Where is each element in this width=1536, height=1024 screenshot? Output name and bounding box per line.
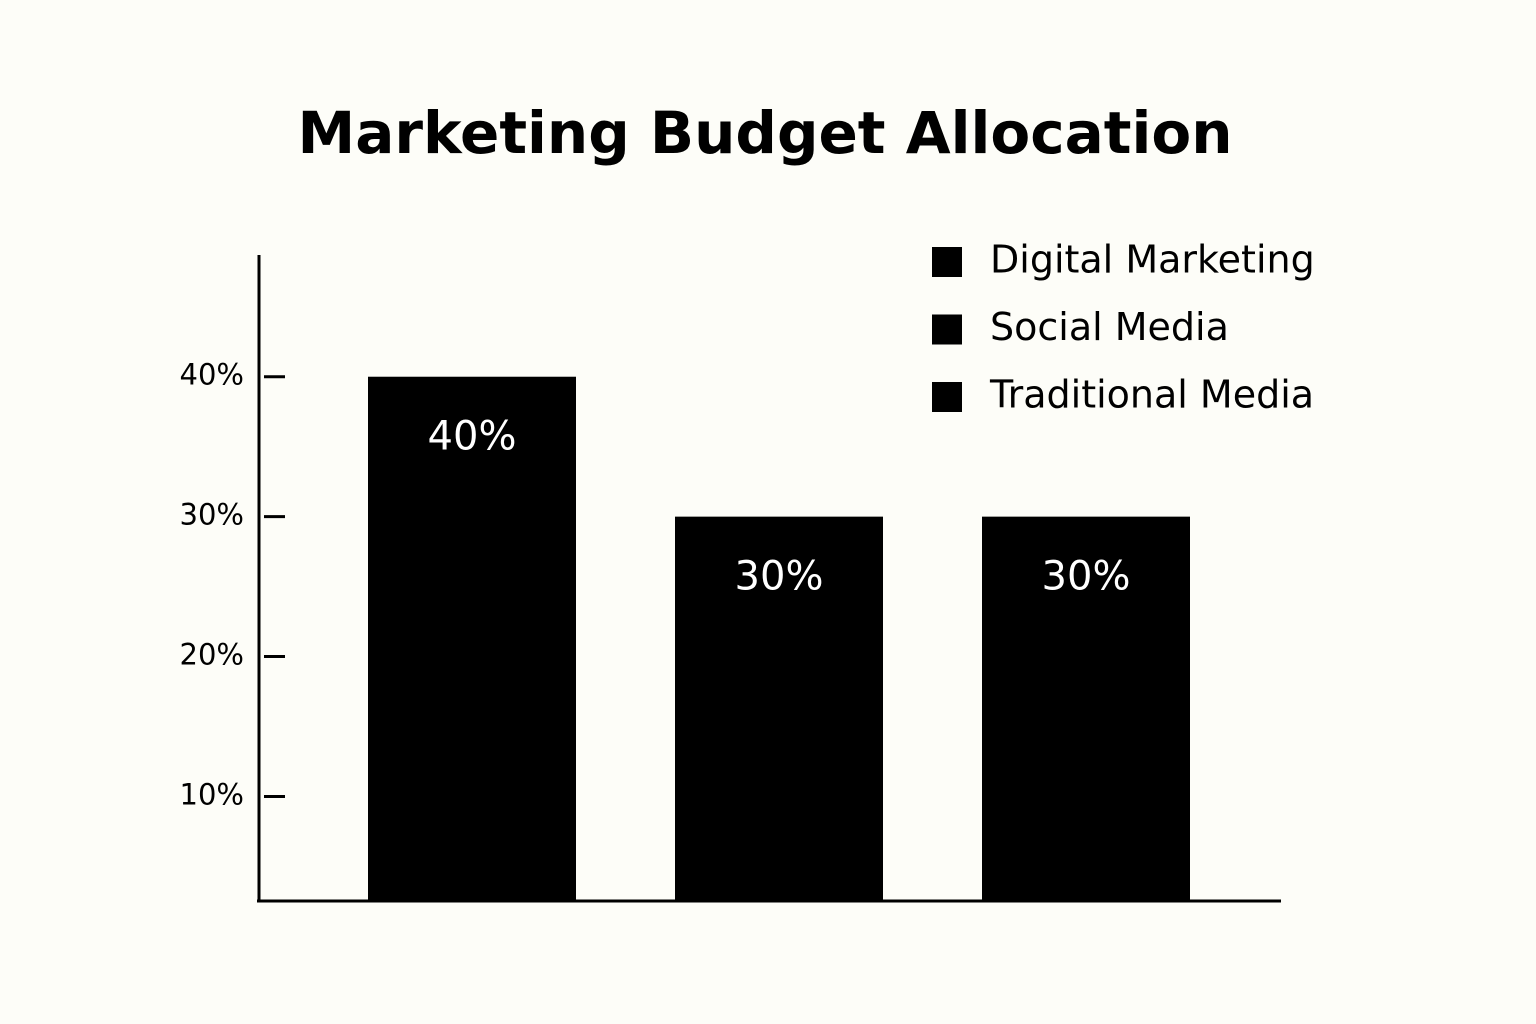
- legend-label: Social Media: [990, 305, 1229, 349]
- data-label: 30%: [735, 554, 824, 600]
- bar: [675, 516, 883, 900]
- y-tick-label: 30%: [180, 498, 244, 532]
- y-tick-label: 10%: [180, 777, 244, 811]
- y-tick-label: 20%: [180, 638, 244, 672]
- bar: [982, 516, 1190, 900]
- data-label: 40%: [428, 414, 517, 460]
- data-label: 30%: [1042, 554, 1131, 600]
- legend-swatch: [932, 382, 962, 412]
- chart-title: Marketing Budget Allocation: [298, 99, 1233, 167]
- legend-label: Traditional Media: [989, 373, 1314, 417]
- y-tick-label: 40%: [180, 358, 244, 392]
- legend-swatch: [932, 314, 962, 345]
- legend-label: Digital Marketing: [990, 238, 1315, 282]
- legend-swatch: [932, 247, 962, 277]
- bar: [368, 376, 576, 901]
